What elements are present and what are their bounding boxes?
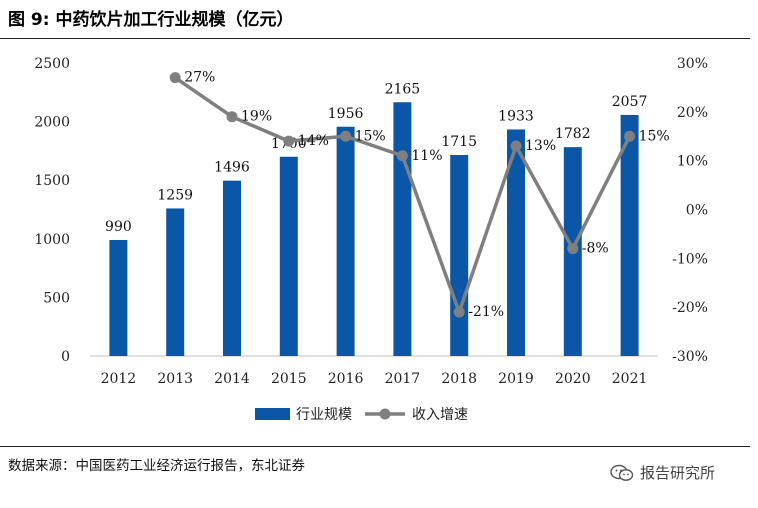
growth-value-label: -8%	[582, 241, 609, 257]
x-tick-label: 2017	[385, 371, 421, 387]
legend-line-label: 收入增速	[412, 407, 468, 423]
growth-point	[226, 111, 238, 123]
growth-point	[624, 130, 636, 142]
x-tick-label: 2020	[555, 371, 591, 387]
x-tick-label: 2018	[441, 371, 477, 387]
legend-line-marker	[379, 408, 391, 420]
bar-value-label: 1782	[555, 126, 591, 142]
growth-value-label: 14%	[298, 133, 329, 149]
bar-value-label: 1933	[498, 108, 534, 124]
y-left-tick-label: 1000	[34, 232, 70, 248]
bar	[223, 180, 241, 356]
bar	[507, 129, 525, 356]
y-right-tick-label: -20%	[672, 300, 708, 316]
y-left-tick-label: 1500	[34, 173, 70, 189]
top-rule	[0, 38, 750, 39]
legend-bar-swatch	[255, 408, 290, 420]
bottom-rule	[0, 446, 750, 447]
wechat-icon	[610, 464, 634, 482]
y-right-tick-label: -30%	[672, 349, 708, 365]
y-left-tick-label: 500	[43, 290, 70, 306]
y-left-tick-label: 2000	[34, 115, 70, 131]
y-right-tick-label: 20%	[677, 105, 708, 121]
bar-value-label: 2057	[612, 94, 648, 110]
growth-value-label: 15%	[355, 128, 386, 144]
source-note: 数据来源：中国医药工业经济运行报告，东北证券	[8, 458, 305, 474]
growth-point	[283, 135, 295, 147]
bar	[109, 239, 128, 356]
growth-value-label: 27%	[184, 70, 215, 86]
growth-value-label: -21%	[468, 304, 504, 320]
y-right-tick-label: 0%	[686, 203, 708, 219]
growth-point	[396, 150, 408, 162]
bar	[393, 102, 412, 357]
growth-point	[169, 72, 181, 84]
growth-value-label: 19%	[241, 109, 272, 125]
legend-bar-label: 行业规模	[296, 407, 352, 423]
bar-value-label: 2165	[385, 81, 421, 97]
bar	[336, 126, 355, 356]
x-tick-label: 2016	[328, 371, 364, 387]
bar	[450, 155, 469, 356]
bar-value-label: 1259	[157, 187, 193, 203]
growth-point	[453, 306, 465, 318]
x-tick-label: 2012	[101, 371, 137, 387]
bar-value-label: 990	[105, 219, 132, 235]
bar-value-label: 1715	[441, 134, 477, 150]
x-tick-label: 2019	[498, 371, 534, 387]
bar-value-label: 1496	[214, 160, 250, 176]
growth-chart: 0 500 1000 1500 2000 2500 -30% -20% -10% 0% 10% 20%…	[34, 56, 708, 423]
growth-point	[567, 243, 579, 255]
y-right-tick-label: 30%	[677, 56, 708, 72]
bar	[279, 156, 298, 356]
watermark: 报告研究所	[610, 462, 715, 483]
growth-value-label: 15%	[639, 128, 670, 144]
y-left-tick-label: 0	[61, 349, 70, 365]
growth-point	[510, 140, 522, 152]
x-tick-label: 2021	[612, 371, 648, 387]
growth-value-label: 13%	[525, 138, 556, 154]
bar-value-label: 1956	[328, 106, 364, 122]
x-tick-label: 2014	[214, 371, 250, 387]
y-left-tick-label: 2500	[34, 56, 70, 72]
watermark-text: 报告研究所	[640, 464, 716, 482]
figure-title: 图 9: 中药饮片加工行业规模（亿元）	[8, 10, 294, 30]
growth-value-label: 11%	[411, 148, 442, 164]
x-tick-label: 2015	[271, 371, 307, 387]
bar	[620, 114, 639, 356]
x-tick-label: 2013	[157, 371, 193, 387]
y-right-tick-label: 10%	[677, 154, 708, 170]
bar	[166, 208, 185, 356]
growth-point	[340, 130, 352, 142]
y-right-tick-label: -10%	[672, 251, 708, 267]
